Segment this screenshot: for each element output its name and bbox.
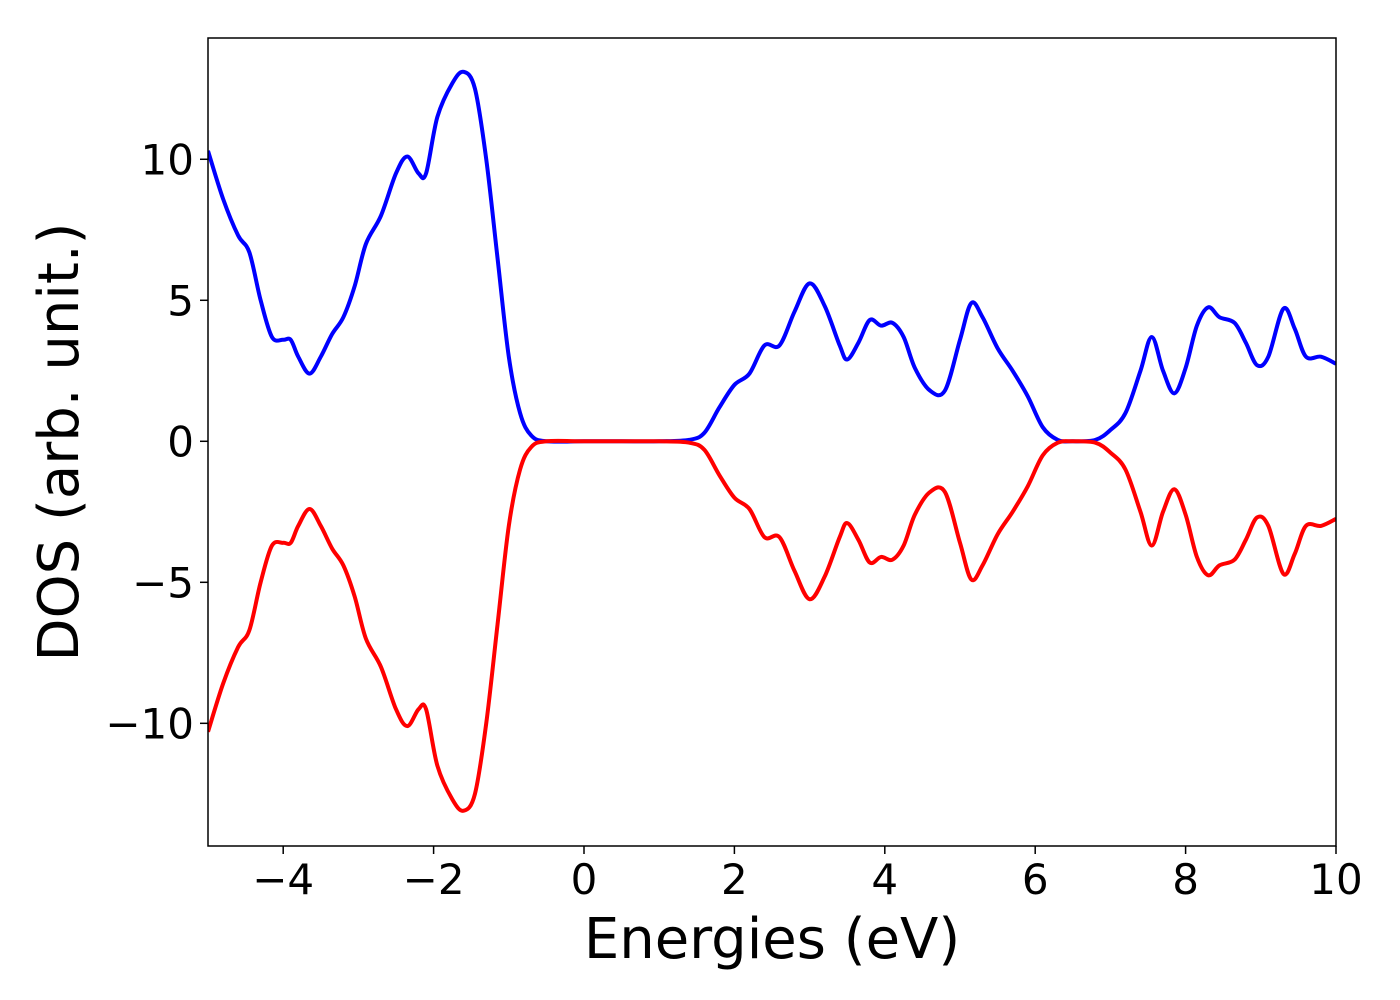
series-line	[208, 438, 1336, 813]
x-tick-label: 8	[1172, 855, 1199, 904]
x-tick-label: 10	[1309, 855, 1362, 904]
x-tick-label: −2	[403, 855, 465, 904]
x-tick-label: 4	[871, 855, 898, 904]
y-tick-label: 0	[167, 417, 194, 466]
series-line	[208, 69, 1336, 444]
x-tick-label: 0	[571, 855, 598, 904]
x-axis-label: Energies (eV)	[584, 907, 960, 972]
y-tick-label: −10	[105, 699, 194, 748]
y-tick-label: 10	[141, 135, 194, 184]
x-tick-label: 2	[721, 855, 748, 904]
y-tick-label: −5	[132, 558, 194, 607]
x-tick-label: 6	[1022, 855, 1049, 904]
plot-frame	[207, 37, 1337, 847]
y-tick-label: 5	[167, 276, 194, 325]
x-tick-label: −4	[252, 855, 314, 904]
y-axis-label: DOS (arb. unit.)	[27, 222, 92, 661]
